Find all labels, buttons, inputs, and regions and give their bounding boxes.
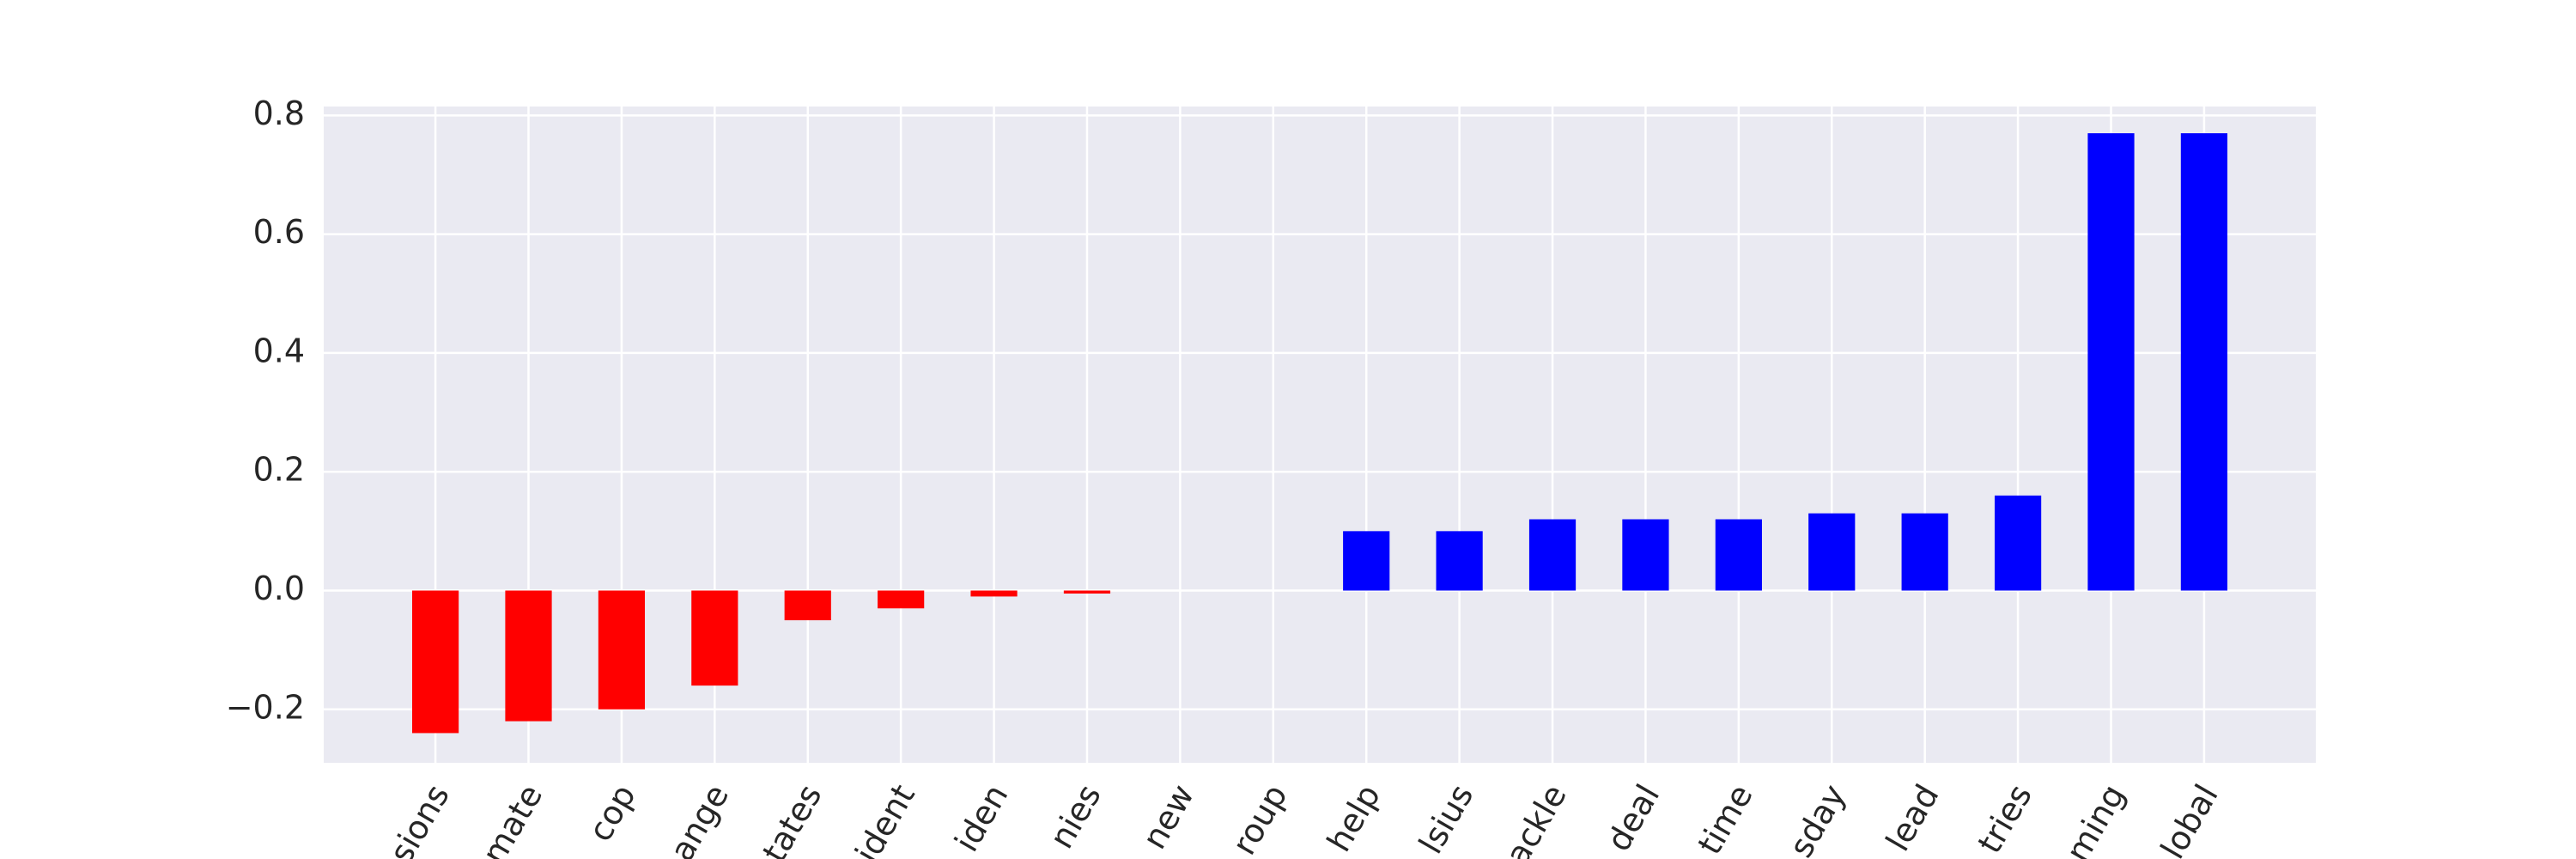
bar [1528,519,1577,591]
bar [411,590,459,734]
x-tick-label: lead [1879,778,1947,857]
plot-area [324,107,2316,763]
y-tick-label: 0.0 [253,570,305,607]
x-tick-label: new [1135,778,1201,856]
x-tick-label: ming [2058,778,2132,859]
x-tick-label: nies [1042,778,1109,855]
bar [1436,531,1483,591]
bar [1808,513,1856,591]
x-tick-label: help [1320,778,1388,858]
x-tick-label: sday [1782,778,1853,859]
bar [1994,495,2042,591]
bar [2180,133,2228,591]
bar [598,590,646,710]
bar [1343,531,1390,591]
bar [784,590,831,621]
bar [970,590,1018,597]
x-tick-label: time [1691,778,1760,859]
x-tick-label: lobal [2154,778,2226,859]
bar [505,590,552,722]
bar [1901,513,1948,591]
bar [1622,519,1669,591]
x-tick-label: ackle [1498,778,1574,859]
y-tick-label: −0.2 [226,688,305,726]
x-tick-label: ident [848,778,922,859]
bar [691,590,738,686]
x-tick-label: sions [382,778,457,859]
bar [2087,133,2135,591]
bar [1715,519,1762,591]
y-tick-label: 0.4 [253,332,305,369]
x-tick-label: roup [1224,778,1294,859]
y-tick-label: 0.2 [253,451,305,489]
x-tick-label: ange [663,778,737,859]
x-tick-label: iden [947,778,1015,858]
y-tick-label: 0.8 [253,94,305,132]
x-tick-label: cop [581,778,643,848]
bar [878,590,925,609]
y-tick-label: 0.6 [253,213,305,251]
x-tick-label: deal [1600,778,1668,857]
bar [1063,590,1111,594]
x-tick-label: mate [475,778,550,859]
x-tick-label: tries [1971,778,2039,859]
x-tick-label: lsius [1412,778,1481,859]
x-tick-label: tates [755,778,829,859]
